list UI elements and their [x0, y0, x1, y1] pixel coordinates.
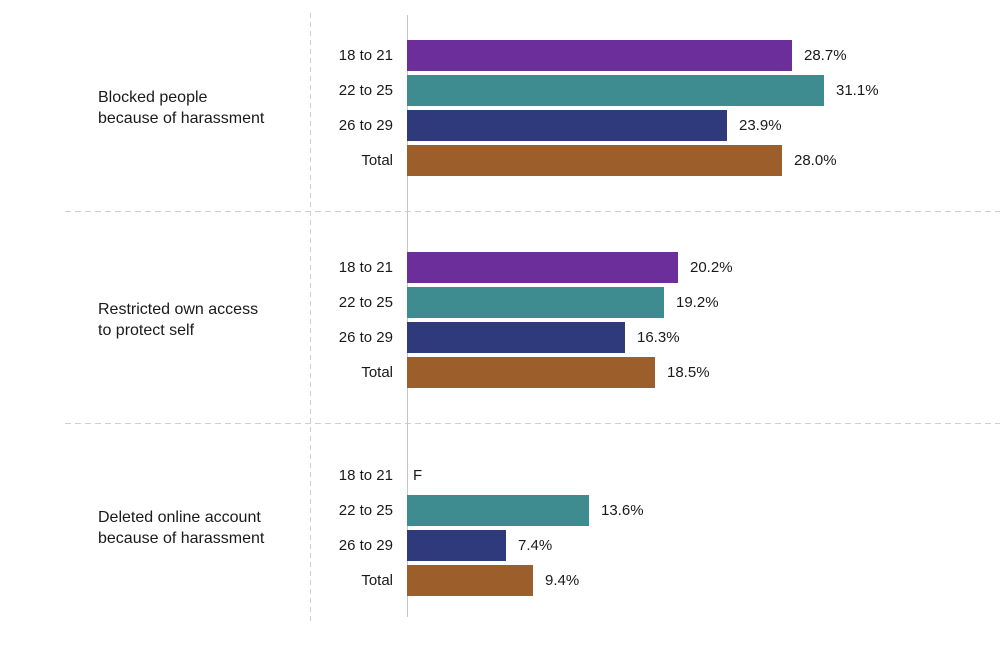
value-label: 16.3%: [637, 329, 680, 346]
group-label: Restricted own access to protect self: [98, 299, 298, 341]
value-label: 23.9%: [739, 117, 782, 134]
bar-row: Total 18.5%: [300, 357, 1000, 388]
bar-row: 22 to 25 13.6%: [300, 495, 1000, 526]
bar: [407, 530, 506, 561]
group-label-line: Deleted online account: [98, 509, 261, 526]
bar: [407, 495, 589, 526]
age-tick-label: 18 to 21: [338, 259, 393, 276]
facet-group: 18 to 21 20.2% 22 to 25 19.2% 26 to 29 1…: [300, 252, 1000, 392]
bar-row: 26 to 29 23.9%: [300, 110, 1000, 141]
value-label: 28.0%: [794, 152, 837, 169]
age-tick-label: 22 to 25: [338, 502, 393, 519]
age-tick-label: Total: [361, 572, 393, 589]
bar-row: Total 28.0%: [300, 145, 1000, 176]
facet-group: 18 to 21 F 22 to 25 13.6% 26 to 29 7.4% …: [300, 460, 1000, 600]
group-label-line: Blocked people: [98, 89, 208, 106]
group-label-line: Restricted own access: [98, 301, 259, 318]
bar-row: 18 to 21 F: [300, 460, 1000, 491]
age-tick-label: 26 to 29: [338, 117, 393, 134]
value-label: 19.2%: [676, 294, 719, 311]
facet-separator-line: [65, 211, 1000, 212]
age-tick-label: 18 to 21: [338, 467, 393, 484]
age-tick-label: Total: [361, 152, 393, 169]
age-tick-label: 22 to 25: [338, 82, 393, 99]
bar-row: Total 9.4%: [300, 565, 1000, 596]
age-tick-label: Total: [361, 364, 393, 381]
bar: [407, 322, 625, 353]
age-tick-label: 22 to 25: [338, 294, 393, 311]
value-label: 9.4%: [545, 572, 580, 589]
value-label: 20.2%: [690, 259, 733, 276]
group-label-line: because of harassment: [98, 530, 265, 547]
value-label: 28.7%: [804, 47, 847, 64]
suppressed-value-label: F: [413, 467, 423, 484]
bar: [407, 565, 533, 596]
group-label-line: because of harassment: [98, 110, 265, 127]
bar-row: 26 to 29 7.4%: [300, 530, 1000, 561]
value-label: 31.1%: [836, 82, 879, 99]
bar-row: 18 to 21 28.7%: [300, 40, 1000, 71]
bar-row: 18 to 21 20.2%: [300, 252, 1000, 283]
bar: [407, 287, 664, 318]
group-label: Deleted online account because of harass…: [98, 507, 298, 549]
value-label: 7.4%: [518, 537, 553, 554]
bar-row: 22 to 25 31.1%: [300, 75, 1000, 106]
bar: [407, 357, 655, 388]
bar-row: 26 to 29 16.3%: [300, 322, 1000, 353]
age-tick-label: 26 to 29: [338, 537, 393, 554]
left-guide-dashed-line: [310, 13, 311, 625]
bar: [407, 252, 678, 283]
bar: [407, 145, 782, 176]
bar-row: 22 to 25 19.2%: [300, 287, 1000, 318]
value-label: 13.6%: [601, 502, 644, 519]
group-label-line: to protect self: [98, 322, 195, 339]
facet-group: 18 to 21 28.7% 22 to 25 31.1% 26 to 29 2…: [300, 40, 1000, 180]
bar: [407, 40, 792, 71]
bar: [407, 75, 824, 106]
facet-separator-line: [65, 423, 1000, 424]
bar: [407, 110, 727, 141]
value-label: 18.5%: [667, 364, 710, 381]
age-tick-label: 26 to 29: [338, 329, 393, 346]
age-tick-label: 18 to 21: [338, 47, 393, 64]
group-label: Blocked people because of harassment: [98, 87, 298, 129]
